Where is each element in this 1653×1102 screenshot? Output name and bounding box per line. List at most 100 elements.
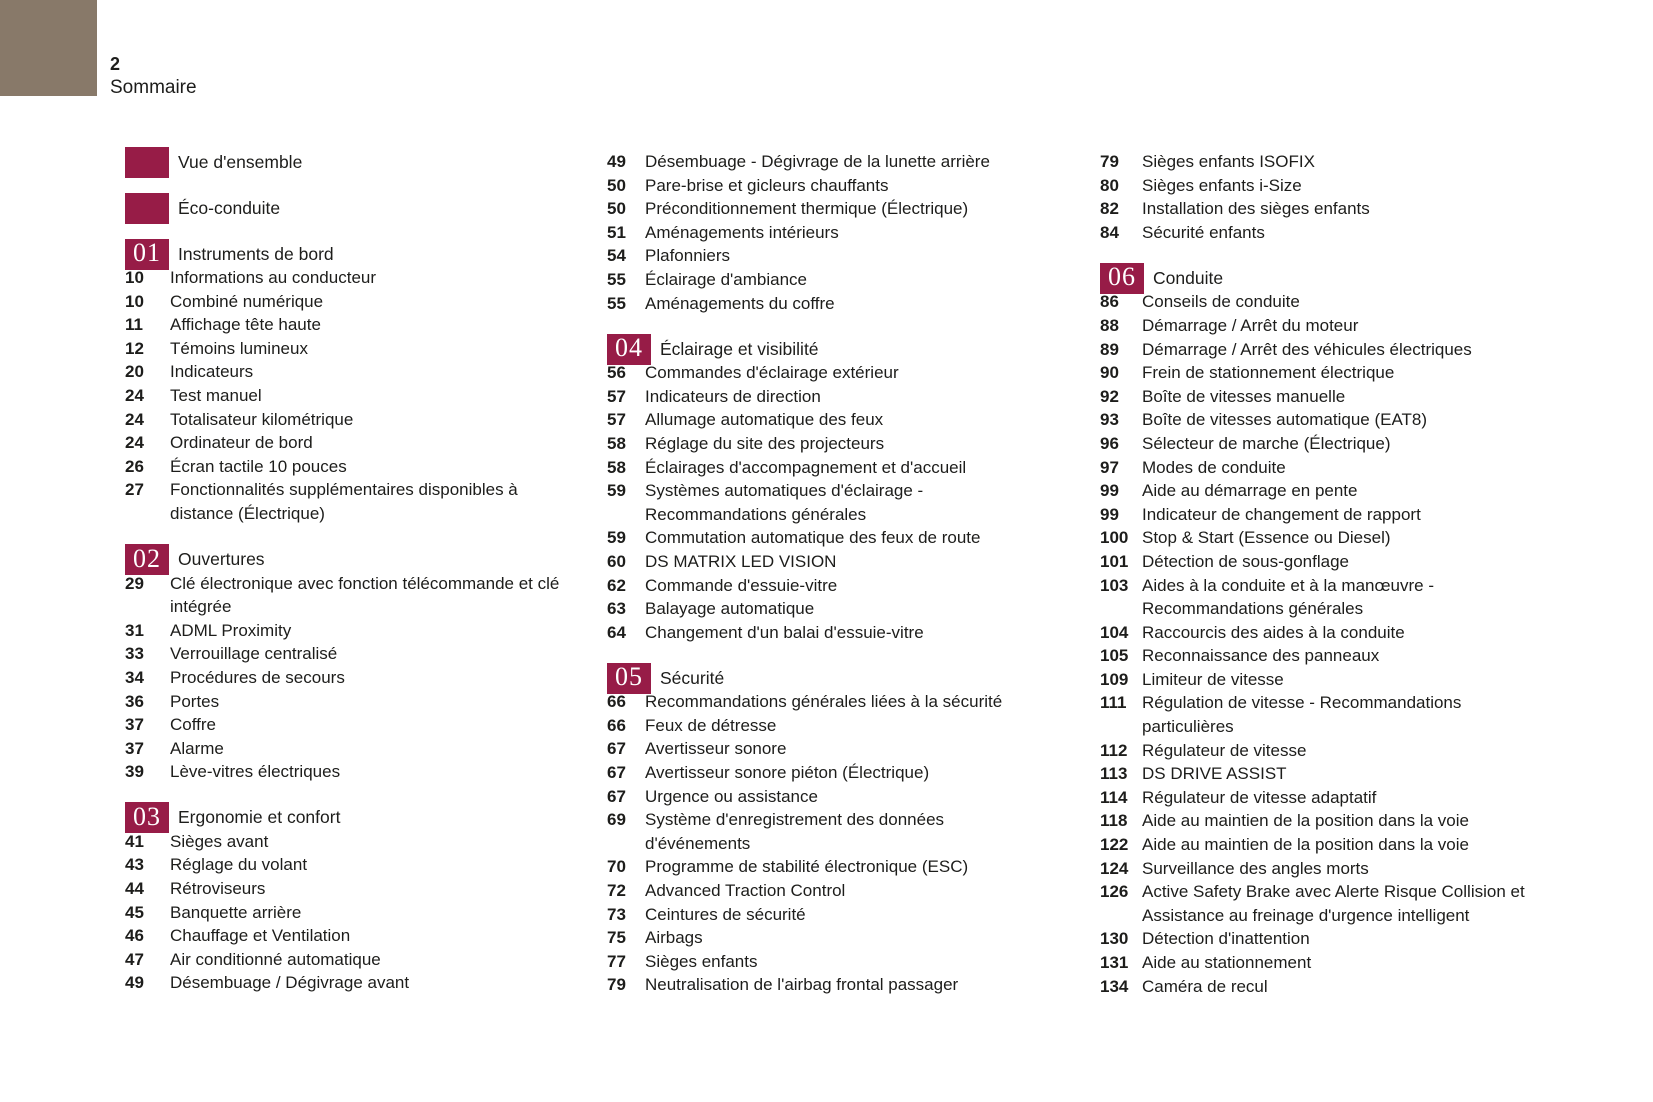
toc-entry[interactable]: 11 Affichage tête haute — [125, 313, 562, 337]
toc-entry[interactable]: 89 Démarrage / Arrêt des véhicules élect… — [1100, 338, 1542, 362]
toc-entry[interactable]: 126 Active Safety Brake avec Alerte Risq… — [1100, 880, 1542, 927]
toc-entry[interactable]: 50 Pare-brise et gicleurs chauffants — [607, 174, 1037, 198]
toc-entry[interactable]: 124 Surveillance des angles morts — [1100, 857, 1542, 881]
toc-entry[interactable]: 67 Urgence ou assistance — [607, 785, 1037, 809]
toc-entry[interactable]: 88 Démarrage / Arrêt du moteur — [1100, 314, 1542, 338]
toc-entry[interactable]: 109 Limiteur de vitesse — [1100, 668, 1542, 692]
toc-entry[interactable]: 27 Fonctionnalités supplémentaires dispo… — [125, 478, 562, 525]
toc-entry[interactable]: 44 Rétroviseurs — [125, 877, 562, 901]
toc-section-header[interactable]: 02 Ouvertures — [125, 544, 562, 576]
toc-entry[interactable]: 64 Changement d'un balai d'essuie-vitre — [607, 621, 1037, 645]
entry-page-number: 33 — [125, 644, 144, 664]
toc-entry[interactable]: 75 Airbags — [607, 926, 1037, 950]
toc-entry[interactable]: 34 Procédures de secours — [125, 666, 562, 690]
toc-entry[interactable]: 93 Boîte de vitesses automatique (EAT8) — [1100, 408, 1542, 432]
toc-entry[interactable]: 63 Balayage automatique — [607, 597, 1037, 621]
toc-entry[interactable]: 104 Raccourcis des aides à la conduite — [1100, 621, 1542, 645]
toc-entry[interactable]: 114 Régulateur de vitesse adaptatif — [1100, 786, 1542, 810]
toc-entry[interactable]: 50 Préconditionnement thermique (Électri… — [607, 197, 1037, 221]
toc-entry[interactable]: 131 Aide au stationnement — [1100, 951, 1542, 975]
toc-entry[interactable]: 67 Avertisseur sonore piéton (Électrique… — [607, 761, 1037, 785]
toc-entry[interactable]: 45 Banquette arrière — [125, 901, 562, 925]
entry-page-number: 58 — [607, 457, 626, 477]
toc-entry[interactable]: 73 Ceintures de sécurité — [607, 903, 1037, 927]
toc-entry[interactable]: 66 Feux de détresse — [607, 714, 1037, 738]
toc-entry[interactable]: 60 DS MATRIX LED VISION — [607, 550, 1037, 574]
toc-section-header[interactable]: 01 Instruments de bord — [125, 238, 562, 270]
toc-entry[interactable]: 80 Sièges enfants i-Size — [1100, 174, 1542, 198]
toc-entry[interactable]: 43 Réglage du volant — [125, 853, 562, 877]
toc-entry[interactable]: 57 Allumage automatique des feux — [607, 408, 1037, 432]
toc-entry[interactable]: 101 Détection de sous-gonflage — [1100, 550, 1542, 574]
toc-entry[interactable]: 113 DS DRIVE ASSIST — [1100, 762, 1542, 786]
toc-entry[interactable]: 99 Indicateur de changement de rapport — [1100, 503, 1542, 527]
toc-section-header[interactable]: Vue d'ensemble — [125, 146, 562, 178]
toc-entry[interactable]: 82 Installation des sièges enfants — [1100, 197, 1542, 221]
entry-page-number: 109 — [1100, 669, 1129, 689]
toc-entry[interactable]: 105 Reconnaissance des panneaux — [1100, 644, 1542, 668]
toc-section-header[interactable]: 06 Conduite — [1100, 262, 1542, 294]
toc-section-header[interactable]: 04 Éclairage et visibilité — [607, 333, 1037, 365]
toc-entry[interactable]: 54 Plafonniers — [607, 244, 1037, 268]
toc-entry[interactable]: 56 Commandes d'éclairage extérieur — [607, 361, 1037, 385]
toc-entry[interactable]: 47 Air conditionné automatique — [125, 948, 562, 972]
toc-entry[interactable]: 58 Réglage du site des projecteurs — [607, 432, 1037, 456]
toc-entry[interactable]: 90 Frein de stationnement électrique — [1100, 361, 1542, 385]
toc-entry[interactable]: 57 Indicateurs de direction — [607, 385, 1037, 409]
toc-entry[interactable]: 37 Alarme — [125, 737, 562, 761]
toc-entry[interactable]: 118 Aide au maintien de la position dans… — [1100, 809, 1542, 833]
toc-entry[interactable]: 111 Régulation de vitesse - Recommandati… — [1100, 691, 1542, 738]
toc-entry[interactable]: 69 Système d'enregistrement des données … — [607, 808, 1037, 855]
toc-entry[interactable]: 26 Écran tactile 10 pouces — [125, 455, 562, 479]
toc-entry[interactable]: 20 Indicateurs — [125, 360, 562, 384]
toc-section-header[interactable]: 03 Ergonomie et confort — [125, 802, 562, 834]
toc-entry[interactable]: 39 Lève-vitres électriques — [125, 760, 562, 784]
toc-entry[interactable]: 72 Advanced Traction Control — [607, 879, 1037, 903]
toc-entry[interactable]: 29 Clé électronique avec fonction téléco… — [125, 572, 562, 619]
toc-entry[interactable]: 24 Totalisateur kilométrique — [125, 408, 562, 432]
toc-entry[interactable]: 10 Combiné numérique — [125, 290, 562, 314]
toc-entry[interactable]: 99 Aide au démarrage en pente — [1100, 479, 1542, 503]
toc-entry[interactable]: 55 Aménagements du coffre — [607, 292, 1037, 316]
toc-entry[interactable]: 86 Conseils de conduite — [1100, 290, 1542, 314]
entry-label: Clé électronique avec fonction télécomma… — [170, 573, 560, 617]
toc-entry[interactable]: 51 Aménagements intérieurs — [607, 221, 1037, 245]
toc-entry[interactable]: 62 Commande d'essuie-vitre — [607, 574, 1037, 598]
toc-entry[interactable]: 97 Modes de conduite — [1100, 456, 1542, 480]
toc-entry[interactable]: 122 Aide au maintien de la position dans… — [1100, 833, 1542, 857]
toc-entry[interactable]: 49 Désembuage - Dégivrage de la lunette … — [607, 150, 1037, 174]
toc-entry[interactable]: 10 Informations au conducteur — [125, 266, 562, 290]
toc-entry[interactable]: 92 Boîte de vitesses manuelle — [1100, 385, 1542, 409]
toc-entry[interactable]: 12 Témoins lumineux — [125, 337, 562, 361]
toc-entry[interactable]: 36 Portes — [125, 690, 562, 714]
toc-entry[interactable]: 84 Sécurité enfants — [1100, 221, 1542, 245]
toc-entry[interactable]: 96 Sélecteur de marche (Électrique) — [1100, 432, 1542, 456]
entry-page-number: 37 — [125, 715, 144, 735]
toc-entry[interactable]: 33 Verrouillage centralisé — [125, 642, 562, 666]
toc-entry[interactable]: 24 Ordinateur de bord — [125, 431, 562, 455]
toc-entry[interactable]: 41 Sièges avant — [125, 830, 562, 854]
toc-entry[interactable]: 112 Régulateur de vitesse — [1100, 739, 1542, 763]
toc-entry[interactable]: 79 Neutralisation de l'airbag frontal pa… — [607, 973, 1037, 997]
toc-entry[interactable]: 59 Systèmes automatiques d'éclairage - R… — [607, 479, 1037, 526]
toc-entry[interactable]: 134 Caméra de recul — [1100, 975, 1542, 999]
toc-entry[interactable]: 67 Avertisseur sonore — [607, 737, 1037, 761]
toc-entry[interactable]: 37 Coffre — [125, 713, 562, 737]
toc-entry[interactable]: 24 Test manuel — [125, 384, 562, 408]
toc-entry[interactable]: 55 Éclairage d'ambiance — [607, 268, 1037, 292]
toc-entry[interactable]: 100 Stop & Start (Essence ou Diesel) — [1100, 526, 1542, 550]
toc-section-header[interactable]: Éco-conduite — [125, 192, 562, 224]
toc-entry[interactable]: 59 Commutation automatique des feux de r… — [607, 526, 1037, 550]
toc-entry[interactable]: 49 Désembuage / Dégivrage avant — [125, 971, 562, 995]
toc-entry[interactable]: 77 Sièges enfants — [607, 950, 1037, 974]
toc-entry[interactable]: 79 Sièges enfants ISOFIX — [1100, 150, 1542, 174]
toc-entry[interactable]: 31 ADML Proximity — [125, 619, 562, 643]
entry-page-number: 43 — [125, 855, 144, 875]
toc-entry[interactable]: 130 Détection d'inattention — [1100, 927, 1542, 951]
toc-entry[interactable]: 46 Chauffage et Ventilation — [125, 924, 562, 948]
toc-entry[interactable]: 58 Éclairages d'accompagnement et d'accu… — [607, 456, 1037, 480]
toc-section-header[interactable]: 05 Sécurité — [607, 662, 1037, 694]
toc-entry[interactable]: 103 Aides à la conduite et à la manœuvre… — [1100, 574, 1542, 621]
toc-entry[interactable]: 66 Recommandations générales liées à la … — [607, 690, 1037, 714]
toc-entry[interactable]: 70 Programme de stabilité électronique (… — [607, 855, 1037, 879]
